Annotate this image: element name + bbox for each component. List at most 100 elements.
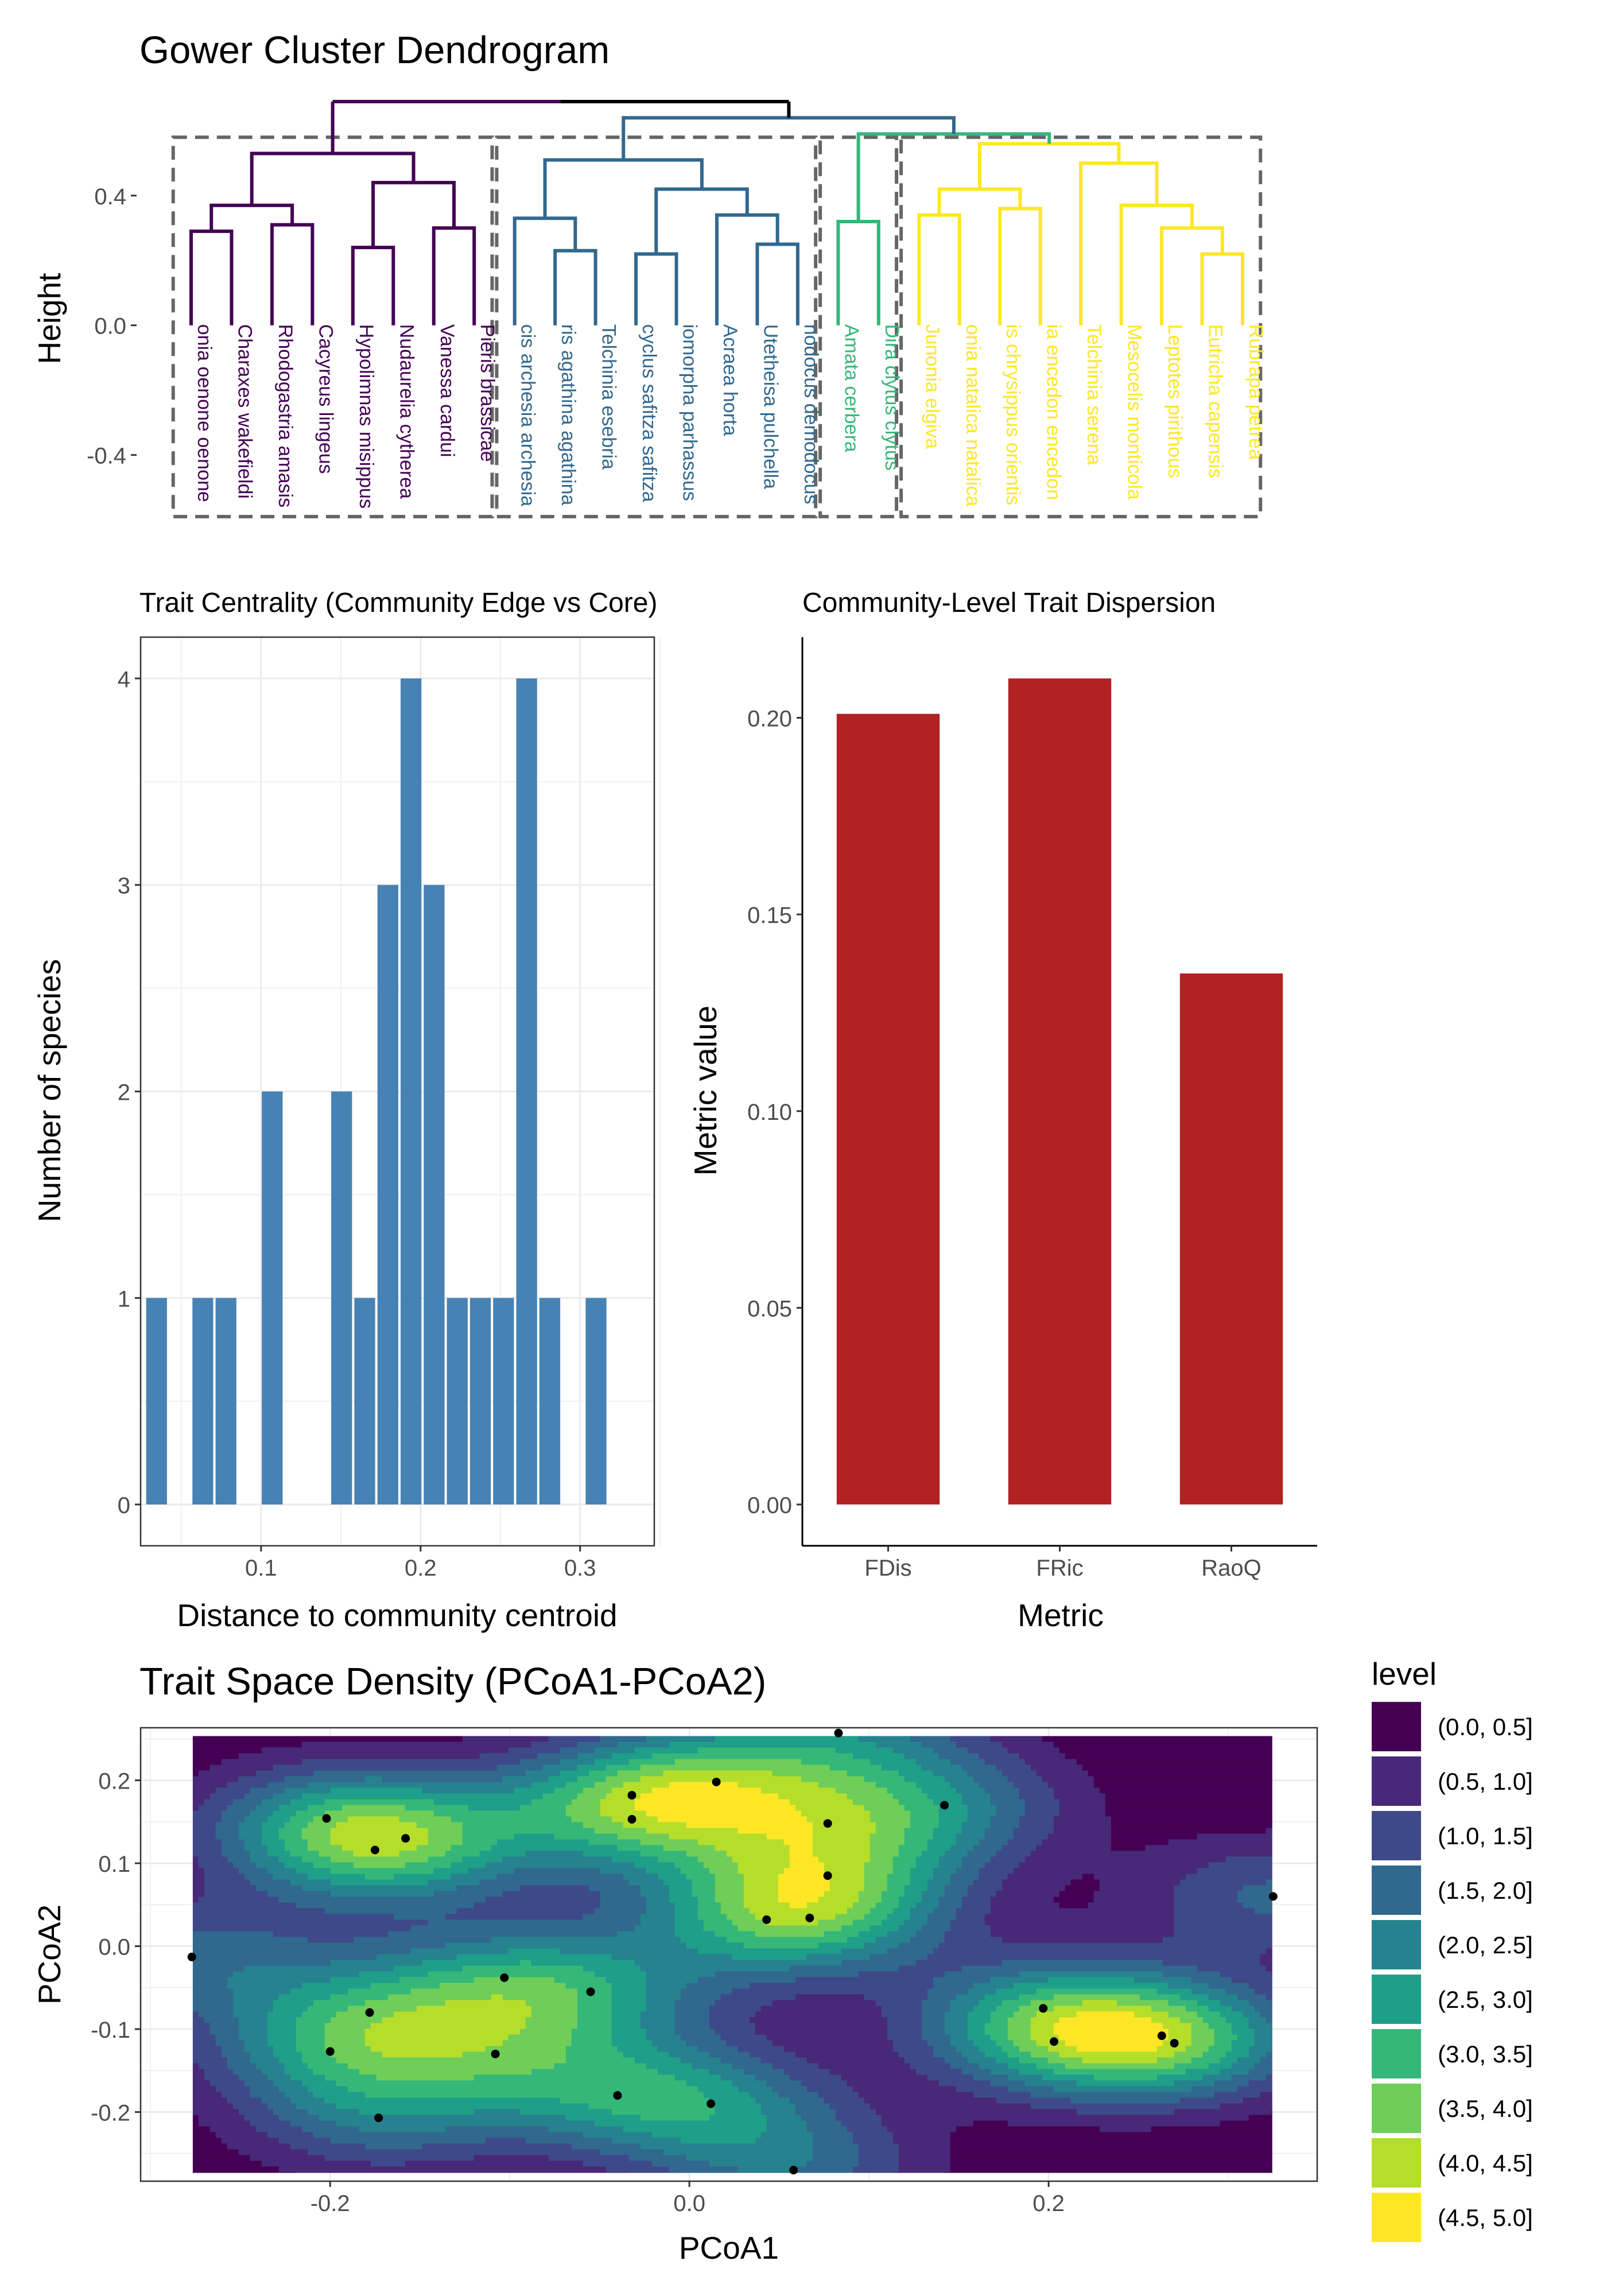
density-cell	[990, 1816, 1020, 1823]
density-cell	[250, 2051, 274, 2058]
density-cell	[600, 1902, 647, 1909]
density-cell	[307, 1839, 331, 1846]
density-cell	[1007, 2086, 1054, 2093]
species-point	[325, 2047, 335, 2056]
x-tick-label: 0.3	[564, 1556, 596, 1581]
density-cell	[376, 2074, 475, 2081]
dendrogram-panel: Gower Cluster Dendrogram Height 0.40.0-0…	[32, 29, 1267, 518]
density-cell	[847, 1793, 894, 1800]
density-cell	[393, 1874, 452, 1880]
density-cell	[628, 2155, 687, 2162]
density-cell	[565, 1810, 601, 1817]
leaf-label: onia oenone oenone	[193, 324, 215, 502]
density-cell	[697, 1977, 796, 1984]
density-cell	[944, 1937, 1003, 1944]
density-cell	[737, 2046, 785, 2053]
density-cell	[967, 1891, 997, 1898]
density-cell	[221, 2138, 280, 2144]
density-cell	[1208, 2063, 1232, 2070]
density-cell	[829, 1764, 882, 1771]
density-cell	[910, 1822, 940, 1829]
density-cell	[1174, 1896, 1238, 1903]
species-point	[1157, 2031, 1166, 2041]
density-cell	[812, 1845, 871, 1852]
y-tick-label: 0.10	[747, 1100, 792, 1125]
density-cell	[221, 2046, 245, 2053]
density-cell	[927, 1879, 951, 1886]
density-cell	[887, 1874, 911, 1880]
density-cell	[296, 1810, 325, 1817]
density-cell	[204, 1885, 257, 1892]
density-cell	[192, 1994, 234, 2001]
density-cell	[766, 1833, 813, 1840]
density-cell	[789, 1856, 819, 1863]
dispersion-bar-panel: Community-Level Trait Dispersion 0.000.0…	[688, 588, 1317, 1633]
density-cell	[1036, 2011, 1077, 2018]
density-cell	[313, 1770, 526, 1777]
density-cell	[364, 1776, 383, 1783]
density-cell	[1019, 2046, 1049, 2053]
density-cell	[600, 1805, 635, 1812]
density-cell	[709, 2006, 762, 2012]
density-cell	[984, 1759, 1026, 1766]
density-cell	[674, 2006, 710, 2012]
y-tick-label: 0.15	[747, 903, 792, 928]
legend-title: level	[1372, 1656, 1437, 1692]
leaf-label: Amata cerbera	[840, 324, 862, 452]
density-cell	[812, 2132, 853, 2139]
density-cell	[1214, 2080, 1249, 2087]
density-cell	[359, 1971, 429, 1978]
legend-label: (0.5, 1.0]	[1438, 1768, 1533, 1795]
density-cell	[238, 1828, 262, 1835]
density-cell	[209, 1793, 245, 1800]
density-cell	[1111, 1816, 1272, 1823]
density-cell	[1168, 2029, 1192, 2035]
density-cell	[841, 2120, 882, 2127]
density-contours	[192, 1736, 1272, 2173]
density-cell	[743, 1942, 819, 1949]
density-cell	[933, 1874, 951, 1880]
density-cell	[307, 2063, 348, 2070]
density-cell	[221, 1759, 302, 1766]
density-cell	[1024, 1759, 1077, 1766]
density-cell	[640, 1793, 779, 1800]
density-cell	[996, 2097, 1072, 2104]
density-cell	[961, 1862, 985, 1869]
density-cell	[548, 1776, 578, 1783]
density-cell	[938, 1896, 962, 1903]
species-point	[940, 1801, 949, 1810]
density-cell	[324, 2155, 475, 2162]
density-cell	[479, 1879, 630, 1886]
density-cell	[560, 1747, 595, 1754]
density-cell	[1065, 1885, 1100, 1892]
legend-label: (1.5, 2.0]	[1438, 1877, 1533, 1904]
density-cell	[973, 1879, 1003, 1886]
density-cell	[313, 1862, 354, 1869]
density-cell	[485, 1896, 601, 1903]
density-cell	[502, 1994, 578, 2001]
density-cell	[801, 1759, 871, 1766]
density-cell	[858, 1896, 882, 1903]
density-cell	[927, 2074, 974, 2081]
density-cell	[898, 2149, 951, 2156]
density-cell	[640, 2115, 710, 2122]
density-cell	[697, 1948, 842, 1955]
density-cell	[944, 1891, 968, 1898]
histogram-bar	[192, 1298, 214, 1505]
density-cell	[330, 1787, 423, 1794]
density-cell	[319, 2115, 566, 2122]
density-cell	[267, 2023, 297, 2030]
density-cell	[812, 2138, 853, 2144]
density-cell	[623, 2126, 767, 2133]
density-cell	[824, 1862, 865, 1869]
density-cell	[1260, 2011, 1272, 2018]
dendrogram-branch	[543, 158, 704, 219]
x-tick-label: 0.0	[673, 2191, 705, 2216]
density-cell	[296, 2172, 630, 2173]
metric-bar	[1179, 973, 1283, 1505]
density-cell	[1134, 1977, 1192, 1984]
density-cell	[192, 1736, 463, 1743]
density-cell	[273, 1793, 302, 1800]
density-cell	[192, 2017, 205, 2024]
density-cell	[990, 2011, 1014, 2018]
